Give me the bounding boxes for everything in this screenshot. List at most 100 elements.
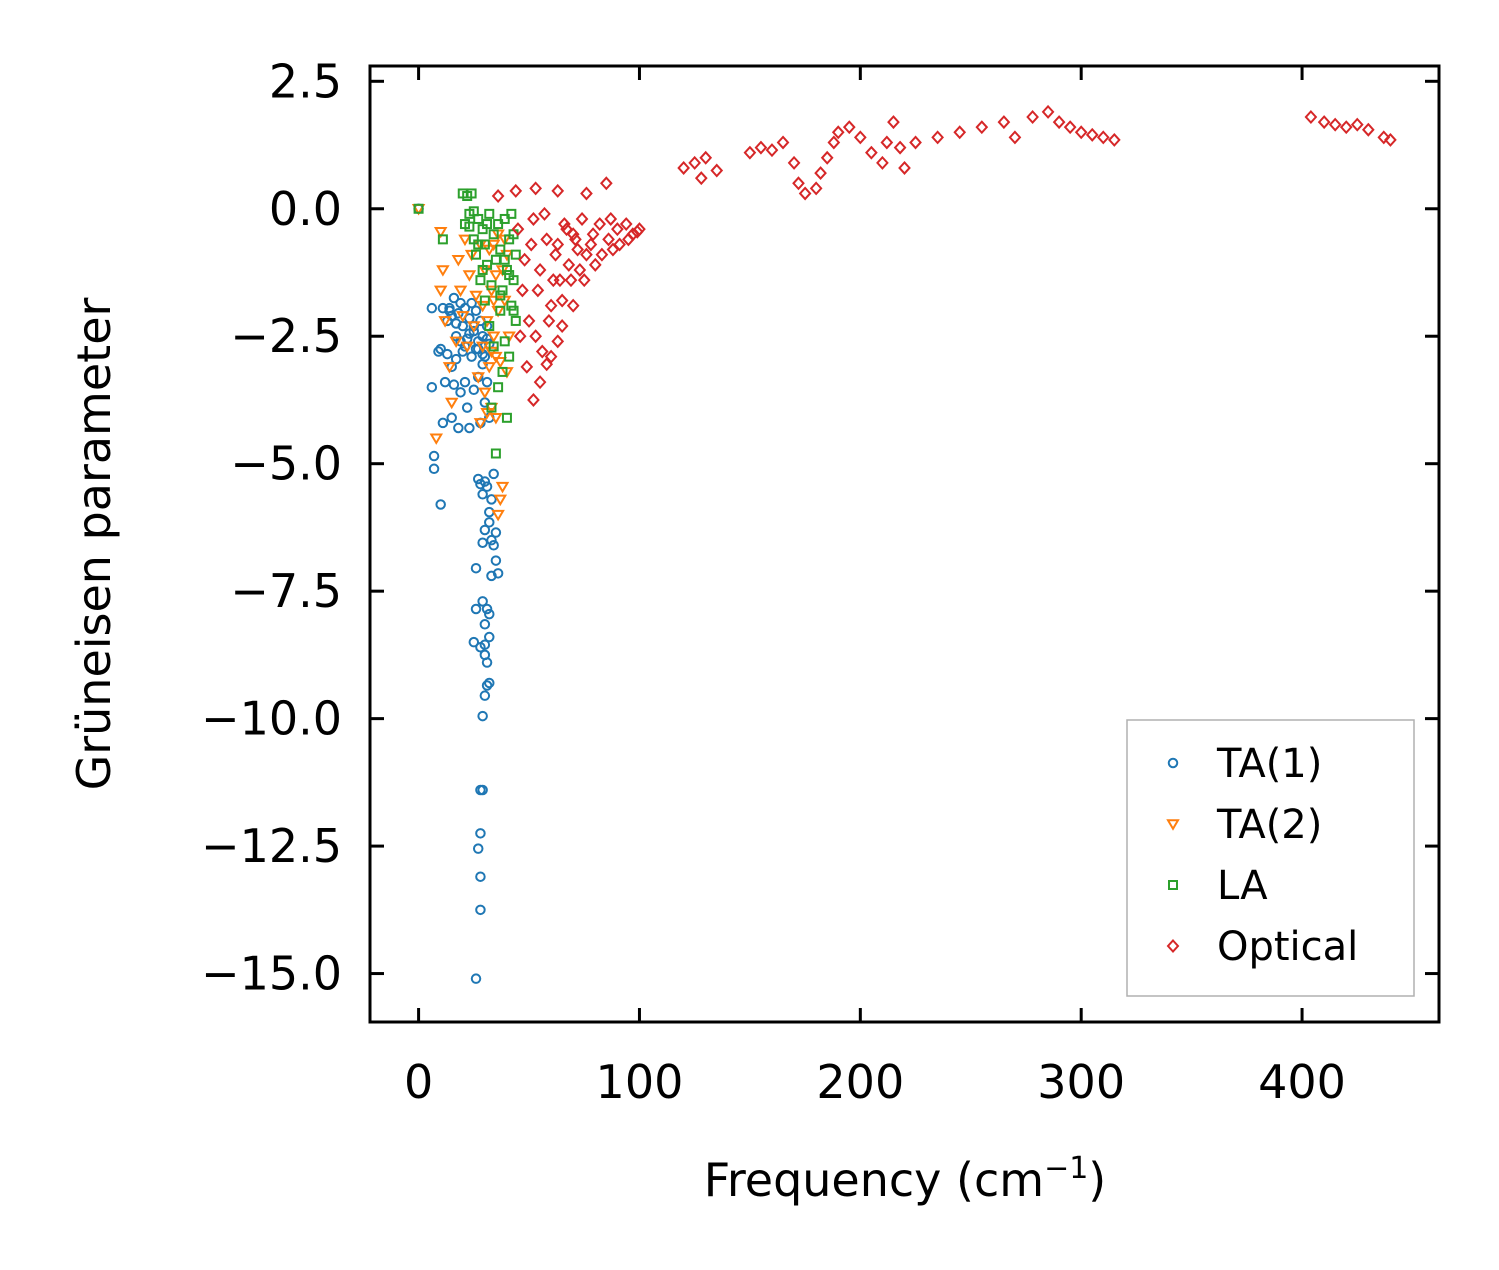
data-point bbox=[446, 310, 457, 322]
data-point bbox=[470, 305, 482, 316]
data-point bbox=[516, 283, 529, 298]
data-point bbox=[898, 160, 911, 175]
legend-label: TA(1) bbox=[1216, 741, 1322, 787]
data-point bbox=[510, 315, 521, 326]
data-point bbox=[501, 412, 512, 423]
data-point bbox=[710, 163, 724, 178]
data-point bbox=[527, 211, 540, 226]
data-point bbox=[499, 336, 510, 347]
x-tick-label: 0 bbox=[404, 1055, 433, 1109]
data-point bbox=[468, 206, 479, 217]
data-point bbox=[484, 285, 499, 298]
data-point bbox=[429, 433, 444, 445]
data-point bbox=[470, 603, 482, 615]
data-point bbox=[489, 413, 503, 425]
data-point bbox=[459, 376, 471, 388]
data-point bbox=[469, 290, 483, 303]
data-point bbox=[827, 135, 841, 150]
data-point bbox=[478, 387, 492, 400]
data-point bbox=[462, 270, 477, 282]
data-point bbox=[488, 341, 499, 352]
data-point bbox=[1026, 110, 1039, 124]
data-point bbox=[1074, 125, 1088, 140]
data-point bbox=[553, 273, 567, 288]
data-point bbox=[475, 871, 486, 882]
data-point bbox=[792, 176, 805, 191]
data-point bbox=[495, 481, 510, 494]
data-point bbox=[466, 297, 477, 309]
data-point bbox=[450, 318, 462, 329]
data-point bbox=[842, 120, 856, 135]
data-point bbox=[1063, 120, 1077, 135]
data-point bbox=[479, 295, 490, 306]
data-point bbox=[510, 249, 521, 260]
legend-label: LA bbox=[1217, 863, 1268, 909]
data-point bbox=[497, 285, 508, 296]
y-tick-label: −2.5 bbox=[230, 309, 342, 363]
legend-marker bbox=[1166, 819, 1180, 831]
data-point bbox=[551, 334, 565, 349]
data-point bbox=[694, 171, 708, 186]
y-tick-label: −5.0 bbox=[230, 437, 342, 491]
data-point bbox=[470, 562, 482, 574]
x-axis-title: Frequency (cm−1) bbox=[704, 1151, 1107, 1207]
data-point bbox=[506, 300, 517, 311]
data-point bbox=[428, 450, 440, 462]
data-point bbox=[448, 292, 460, 304]
data-point bbox=[475, 828, 486, 839]
data-point bbox=[511, 222, 525, 237]
data-point bbox=[486, 494, 497, 505]
data-point bbox=[448, 379, 460, 390]
data-point bbox=[464, 221, 475, 232]
data-point bbox=[688, 155, 702, 170]
data-point bbox=[540, 232, 554, 247]
data-point bbox=[466, 351, 477, 362]
data-point bbox=[787, 155, 801, 170]
data-point bbox=[506, 208, 517, 219]
data-point bbox=[484, 517, 495, 528]
data-point bbox=[931, 130, 944, 145]
data-point bbox=[1304, 110, 1318, 124]
legend: TA(1) TA(2) LA Optical bbox=[1126, 719, 1415, 997]
data-point bbox=[538, 206, 551, 221]
data-point bbox=[437, 234, 448, 245]
data-point bbox=[1041, 104, 1055, 119]
data-point bbox=[887, 115, 900, 130]
data-point bbox=[573, 262, 587, 277]
data-point bbox=[490, 555, 502, 566]
data-point bbox=[677, 160, 690, 175]
data-point bbox=[588, 257, 602, 272]
y-tick-label: −12.5 bbox=[201, 819, 342, 873]
data-point bbox=[555, 319, 569, 334]
data-point bbox=[560, 222, 573, 237]
data-point bbox=[472, 843, 484, 854]
data-point bbox=[484, 321, 495, 332]
data-point bbox=[499, 254, 510, 265]
data-point bbox=[477, 537, 488, 548]
data-point bbox=[473, 239, 484, 250]
data-point bbox=[533, 375, 547, 390]
y-tick-label: 0.0 bbox=[269, 182, 342, 236]
data-point bbox=[571, 242, 584, 257]
data-point bbox=[484, 608, 495, 620]
data-point bbox=[776, 135, 790, 150]
data-point bbox=[504, 351, 515, 362]
series-la bbox=[413, 188, 521, 459]
data-point bbox=[524, 237, 538, 252]
data-point bbox=[481, 680, 493, 691]
y-tick-label: −10.0 bbox=[201, 692, 342, 746]
data-point bbox=[433, 285, 448, 298]
data-point bbox=[456, 311, 470, 323]
data-point bbox=[1008, 130, 1022, 145]
data-point bbox=[490, 254, 501, 265]
data-point bbox=[509, 183, 523, 198]
data-point bbox=[490, 448, 501, 459]
data-point bbox=[490, 527, 502, 538]
data-point bbox=[461, 402, 473, 413]
scatter-points bbox=[411, 104, 1397, 984]
data-point bbox=[488, 540, 499, 551]
data-point bbox=[482, 219, 493, 230]
data-point bbox=[975, 120, 989, 135]
data-point bbox=[522, 313, 536, 328]
